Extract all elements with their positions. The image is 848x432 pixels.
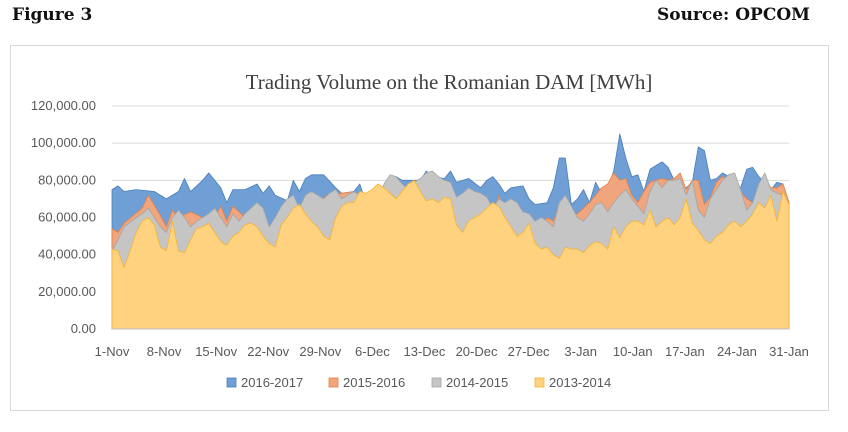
y-tick-label: 120,000.00 [31, 98, 96, 113]
legend-swatch [328, 377, 339, 388]
x-tick-label: 13-Dec [404, 344, 446, 359]
legend-swatch [226, 377, 237, 388]
x-tick-label: 1-Nov [95, 344, 130, 359]
x-tick-label: 24-Jan [717, 344, 757, 359]
x-tick-label: 10-Jan [613, 344, 653, 359]
y-tick-label: 0.00 [71, 321, 96, 336]
legend-label: 2014-2015 [446, 375, 508, 390]
x-tick-label: 3-Jan [564, 344, 597, 359]
chart-title: Trading Volume on the Romanian DAM [MWh] [246, 70, 653, 94]
y-tick-label: 40,000.00 [38, 247, 96, 262]
series-area-2013-2014 [111, 179, 790, 330]
x-tick-label: 6-Dec [355, 344, 390, 359]
source-label: Source: OPCOM [656, 5, 810, 25]
x-tick-label: 15-Nov [195, 344, 237, 359]
x-tick-label: 8-Nov [147, 344, 182, 359]
y-tick-label: 20,000.00 [38, 284, 96, 299]
legend-label: 2016-2017 [241, 375, 303, 390]
legend-label: 2013-2014 [549, 375, 611, 390]
legend-swatch [534, 377, 545, 388]
x-tick-label: 22-Nov [247, 344, 289, 359]
x-tick-labels: 1-Nov 8-Nov 15-Nov 22-Nov 29-Nov 6-Dec 13-Dec 2… [95, 344, 809, 359]
figure-label: Figure 3 [12, 5, 93, 25]
x-tick-label: 20-Dec [456, 344, 498, 359]
legend: 2016-2017 2015-2016 2014-2015 2013-2014 [226, 375, 611, 390]
x-tick-label: 17-Jan [665, 344, 705, 359]
legend-swatch [431, 377, 442, 388]
legend-label: 2015-2016 [343, 375, 405, 390]
y-tick-label: 60,000.00 [38, 210, 96, 225]
x-tick-label: 29-Nov [299, 344, 341, 359]
y-tick-label: 100,000.00 [31, 135, 96, 150]
x-tick-label: 31-Jan [769, 344, 809, 359]
x-tick-label: 27-Dec [508, 344, 550, 359]
y-tick-label: 80,000.00 [38, 172, 96, 187]
y-tick-labels: 0.00 20,000.00 40,000.00 60,000.00 80,000.00… [31, 98, 96, 336]
series-areas [111, 133, 790, 330]
